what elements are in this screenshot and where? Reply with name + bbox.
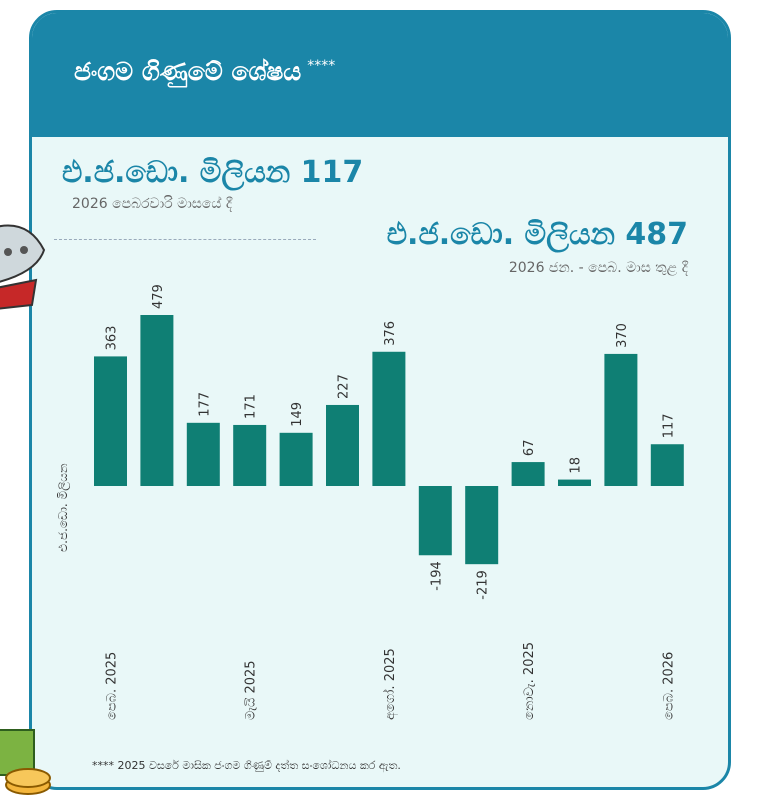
kpi-feb-value: එ.ජ.ඩො. මිලියන 117	[62, 155, 364, 190]
x-tick-label: පෙබ. 2026	[661, 652, 676, 720]
bar-value-label: 171	[244, 394, 259, 419]
bar	[558, 479, 591, 486]
bar	[94, 356, 127, 486]
ship-icon	[0, 224, 46, 310]
bar-value-label: 177	[197, 392, 212, 417]
bar	[604, 353, 638, 486]
x-tick-label: නොවැ. 2025	[522, 642, 537, 720]
y-axis-label: එ.ජ.ඩො. මිලියන	[56, 463, 71, 552]
bar-value-label: 370	[615, 323, 630, 348]
bar	[326, 404, 359, 486]
bar	[650, 444, 684, 486]
bar	[233, 424, 267, 486]
bar-value-label: 149	[290, 402, 305, 427]
title-footnote-marker: ****	[307, 58, 336, 74]
bar-value-label: 363	[105, 326, 120, 351]
x-tick-label: අගෝ. 2025	[382, 648, 398, 720]
bar	[140, 315, 174, 486]
bar	[418, 486, 452, 556]
kpi-jan-feb-value: එ.ජ.ඩො. මිලියන 487	[386, 217, 688, 252]
bar-value-label: 227	[337, 374, 352, 399]
bar-value-label: -219	[476, 570, 491, 600]
bar	[372, 351, 406, 486]
bar-value-label: 479	[151, 284, 166, 309]
bar-value-label: 117	[661, 413, 676, 438]
bar	[465, 486, 499, 565]
x-tick-label: පෙබ. 2025	[105, 652, 120, 720]
money-icon	[0, 729, 51, 795]
bar	[511, 462, 545, 486]
header-bar: ජංගම ගිණුමේ ශේෂය ****	[32, 13, 728, 137]
footnote: **** 2025 වසරේ මාසික ජංගම ගිණුම් දත්ත සං…	[92, 759, 401, 772]
bar-value-label: 18	[569, 457, 584, 474]
kpi-feb-caption: 2026 පෙබරවාරි මාසයේ දී	[72, 196, 233, 212]
chart-title-text: ජංගම ගිණුමේ ශේෂය	[74, 57, 302, 86]
bar	[186, 422, 220, 486]
bar	[279, 432, 313, 486]
bar-value-label: 376	[383, 321, 398, 346]
x-tick-label: මැයි 2025	[244, 660, 259, 720]
divider	[54, 239, 316, 240]
kpi-jan-feb-caption: 2026 ජන. - පෙබ. මාස තුළ දී	[508, 260, 688, 276]
bar-value-label: 67	[522, 440, 537, 457]
bar-value-label: -194	[429, 561, 444, 591]
chart-title: ජංගම ගිණුමේ ශේෂය ****	[74, 57, 335, 87]
